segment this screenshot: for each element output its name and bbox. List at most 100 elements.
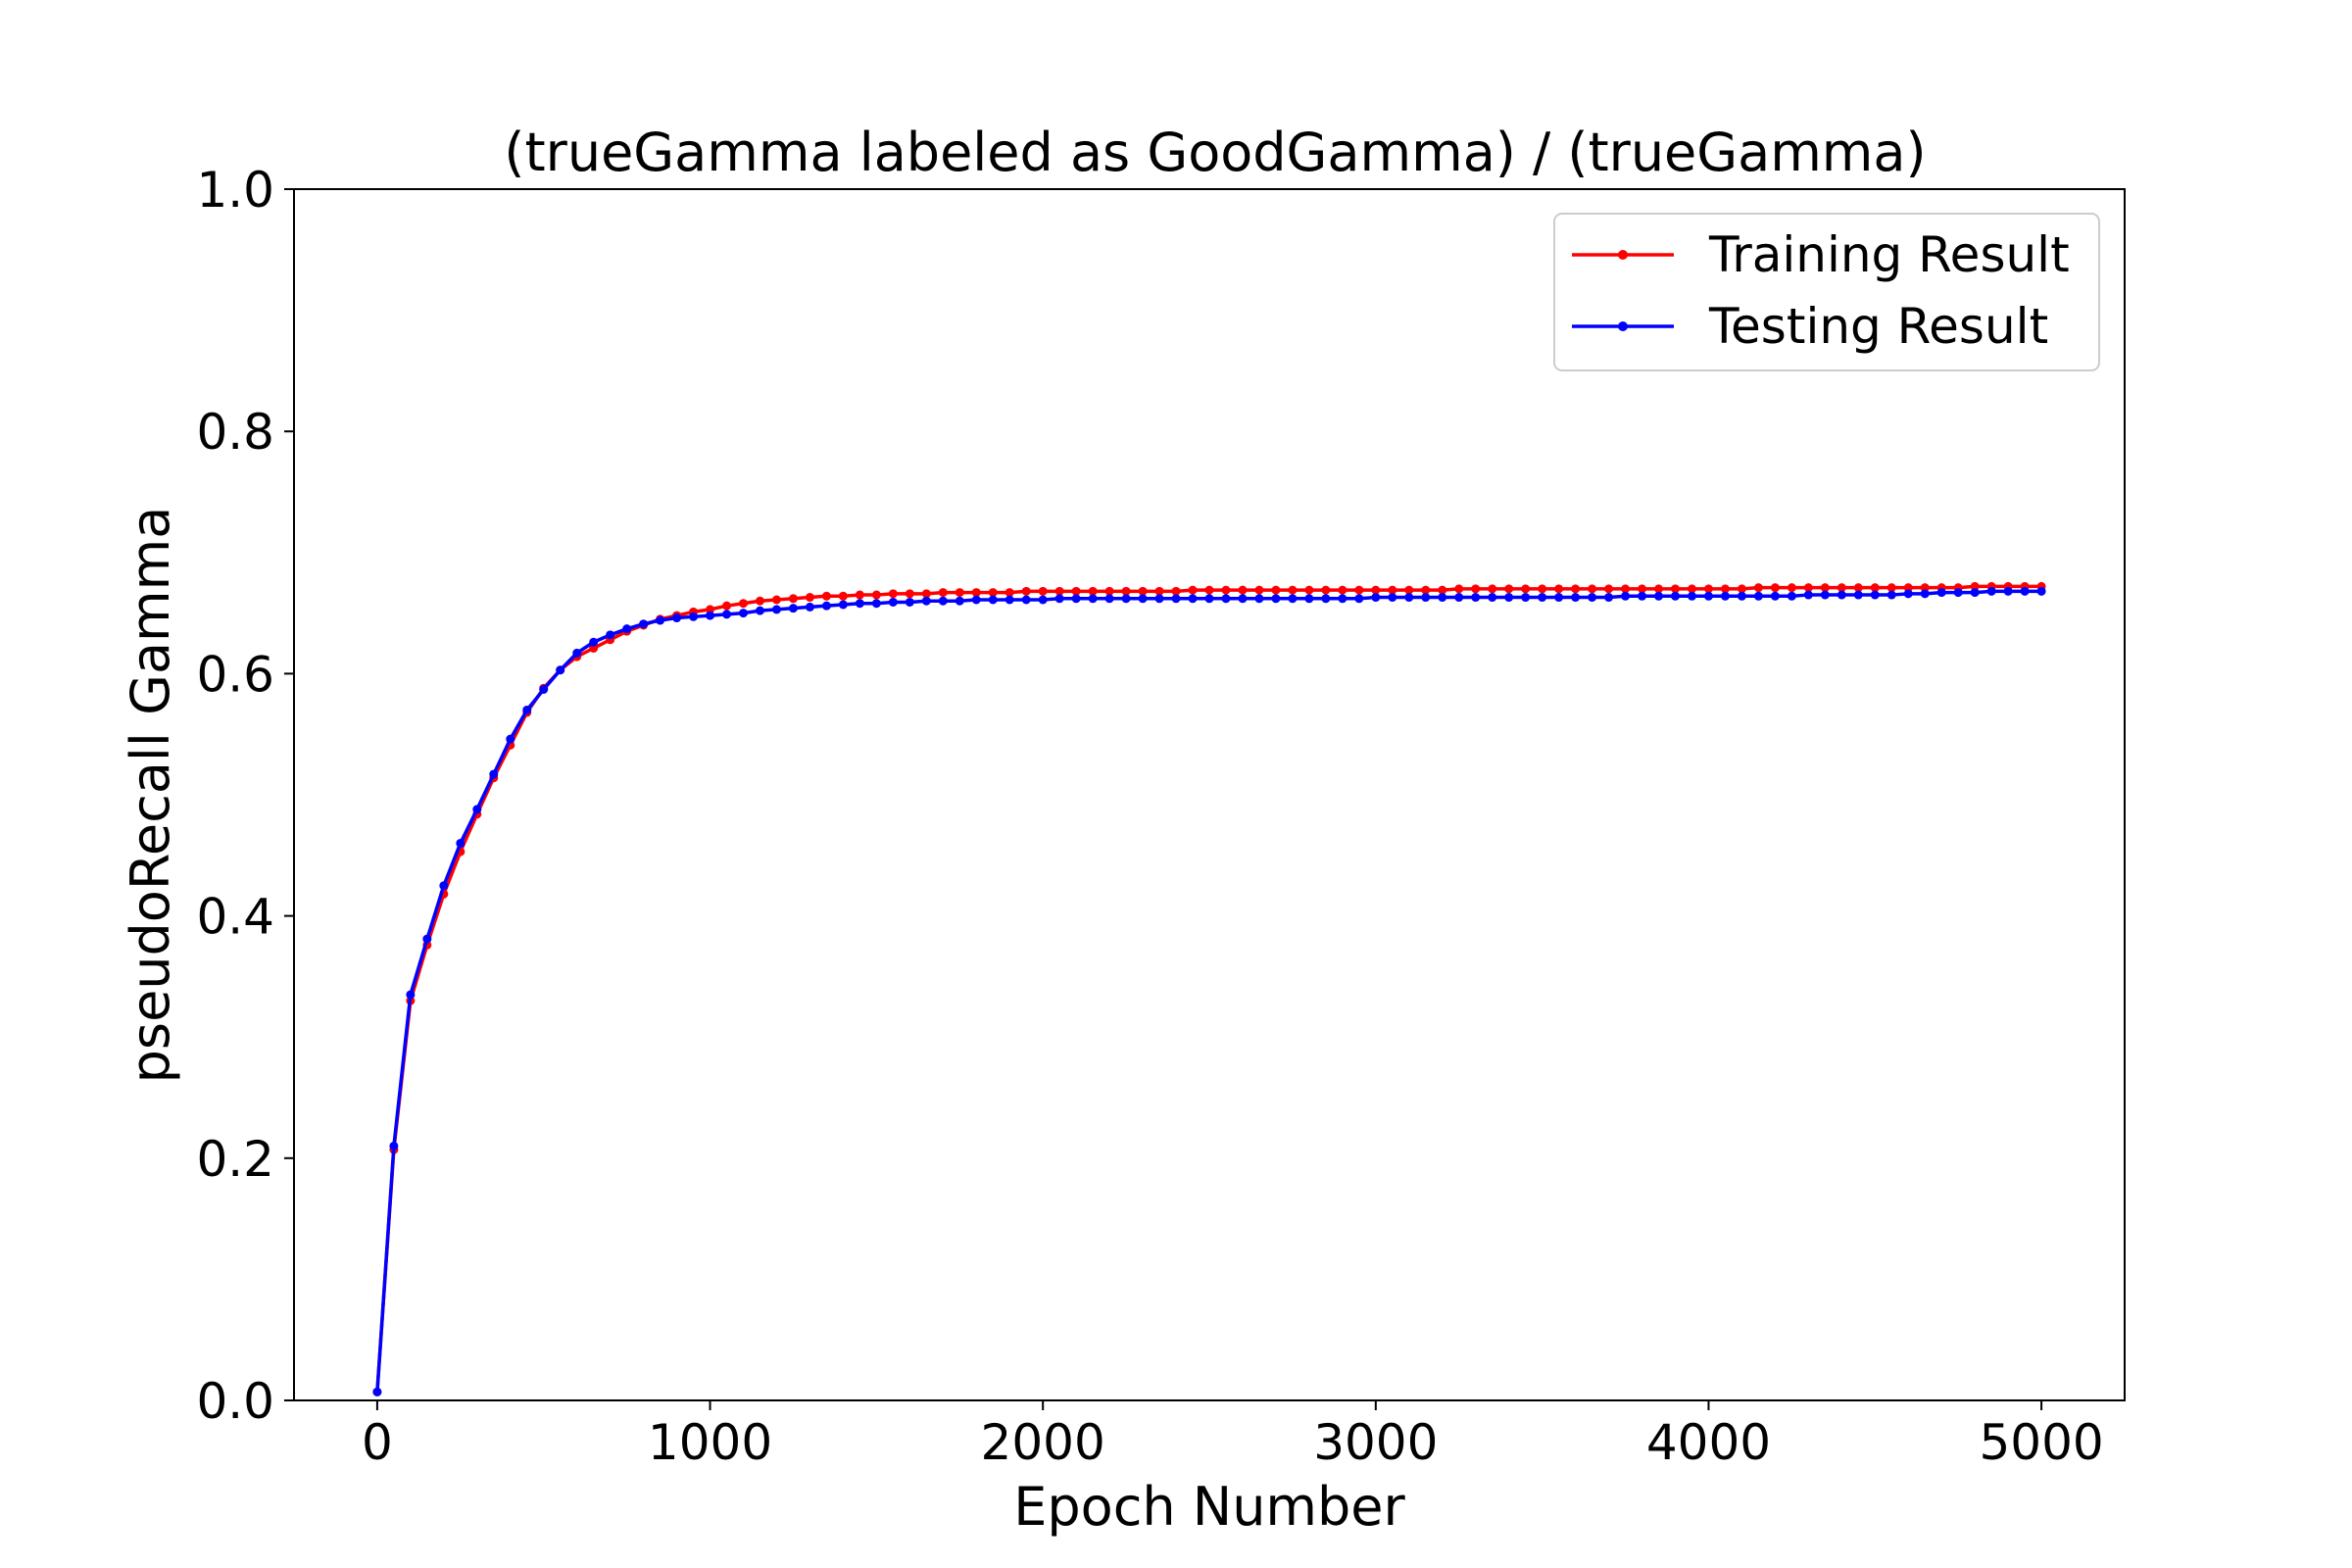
data-point-training <box>1171 586 1181 596</box>
data-point-testing <box>689 612 699 621</box>
data-point-testing <box>1238 594 1248 604</box>
data-point-training <box>1004 588 1014 598</box>
data-point-training <box>1288 585 1298 595</box>
data-point-testing <box>1720 591 1730 601</box>
data-point-training <box>1886 583 1896 593</box>
data-point-testing <box>1371 593 1381 603</box>
data-point-testing <box>556 665 565 675</box>
data-point-testing <box>1820 590 1830 600</box>
data-point-testing <box>372 1387 382 1396</box>
legend-marker-training <box>1618 250 1628 260</box>
data-point-training <box>1521 584 1531 594</box>
data-point-testing <box>1870 590 1880 600</box>
data-point-training <box>1770 583 1780 593</box>
data-point-testing <box>506 734 515 744</box>
data-point-testing <box>656 615 665 625</box>
data-point-testing <box>722 610 732 619</box>
x-tick-label: 5000 <box>1979 1414 2103 1471</box>
data-point-training <box>1421 585 1431 595</box>
data-point-testing <box>771 605 781 614</box>
data-point-training <box>1471 584 1481 594</box>
data-point-testing <box>1703 591 1713 601</box>
data-point-testing <box>1787 591 1796 601</box>
data-point-testing <box>871 599 881 609</box>
data-point-training <box>805 593 814 603</box>
data-point-testing <box>1687 591 1696 601</box>
data-point-testing <box>1021 595 1031 605</box>
legend: Training Result Testing Result <box>1553 213 2100 371</box>
data-point-testing <box>589 637 599 647</box>
data-point-testing <box>1521 593 1531 603</box>
data-point-training <box>1154 586 1164 596</box>
data-point-testing <box>472 805 482 814</box>
data-point-training <box>1604 584 1614 594</box>
x-tick-label: 2000 <box>981 1414 1105 1471</box>
data-point-testing <box>389 1141 399 1151</box>
legend-frame <box>1553 213 2100 371</box>
y-tick-label: 1.0 <box>196 162 274 219</box>
data-point-training <box>1621 584 1631 594</box>
data-point-training <box>1787 583 1796 593</box>
data-point-testing <box>1454 593 1464 603</box>
data-point-testing <box>1171 594 1181 604</box>
data-point-testing <box>1354 594 1364 604</box>
data-point-training <box>1121 586 1131 596</box>
data-point-testing <box>1953 588 1963 598</box>
y-axis: 0.0 0.2 0.4 0.6 0.8 1.0 <box>196 162 294 1430</box>
y-tick-label: 0.6 <box>196 646 274 703</box>
data-point-testing <box>2003 586 2013 596</box>
data-point-training <box>1588 584 1597 594</box>
data-point-training <box>1853 583 1863 593</box>
data-point-testing <box>805 602 814 612</box>
x-tick-label: 4000 <box>1646 1414 1771 1471</box>
data-point-training <box>1488 584 1497 594</box>
legend-entry-testing: Testing Result <box>1572 298 2048 355</box>
y-tick-label: 0.0 <box>196 1373 274 1430</box>
data-point-testing <box>971 595 981 605</box>
data-point-training <box>1837 583 1846 593</box>
y-tick-label: 0.4 <box>196 889 274 946</box>
data-point-training <box>771 595 781 605</box>
data-point-testing <box>1088 594 1098 604</box>
data-point-testing <box>606 630 615 640</box>
data-point-training <box>1737 584 1746 594</box>
data-point-testing <box>1121 594 1131 604</box>
data-point-testing <box>1886 590 1896 600</box>
data-point-testing <box>1803 590 1813 600</box>
data-point-training <box>905 589 914 599</box>
data-point-testing <box>1271 594 1281 604</box>
data-point-testing <box>1770 591 1780 601</box>
data-point-training <box>1354 585 1364 595</box>
data-point-training <box>1670 584 1680 594</box>
data-point-testing <box>1254 594 1264 604</box>
data-point-testing <box>1188 594 1198 604</box>
data-point-training <box>1254 585 1264 595</box>
data-point-training <box>1720 584 1730 594</box>
plot-area <box>293 188 2126 1401</box>
data-point-testing <box>422 934 432 944</box>
data-point-training <box>1088 586 1098 596</box>
y-axis-label: pseudoRecall Gamma <box>120 507 181 1084</box>
data-point-testing <box>1154 594 1164 604</box>
data-point-training <box>1703 584 1713 594</box>
data-point-training <box>1753 583 1763 593</box>
data-point-testing <box>706 611 715 620</box>
data-point-testing <box>1737 591 1746 601</box>
data-point-testing <box>1204 594 1214 604</box>
data-point-training <box>589 643 599 653</box>
data-point-testing <box>1138 594 1148 604</box>
data-point-training <box>1104 586 1114 596</box>
legend-label-testing: Testing Result <box>1708 298 2048 355</box>
data-point-training <box>1687 584 1696 594</box>
data-point-training <box>722 601 732 611</box>
data-point-training <box>1803 583 1813 593</box>
data-point-testing <box>1104 594 1114 604</box>
data-point-testing <box>1604 593 1614 603</box>
data-point-training <box>1404 585 1414 595</box>
data-point-training <box>1388 585 1397 595</box>
x-tick-label: 0 <box>362 1414 393 1471</box>
data-point-training <box>739 599 749 609</box>
data-point-testing <box>672 613 682 623</box>
data-point-training <box>1654 584 1664 594</box>
